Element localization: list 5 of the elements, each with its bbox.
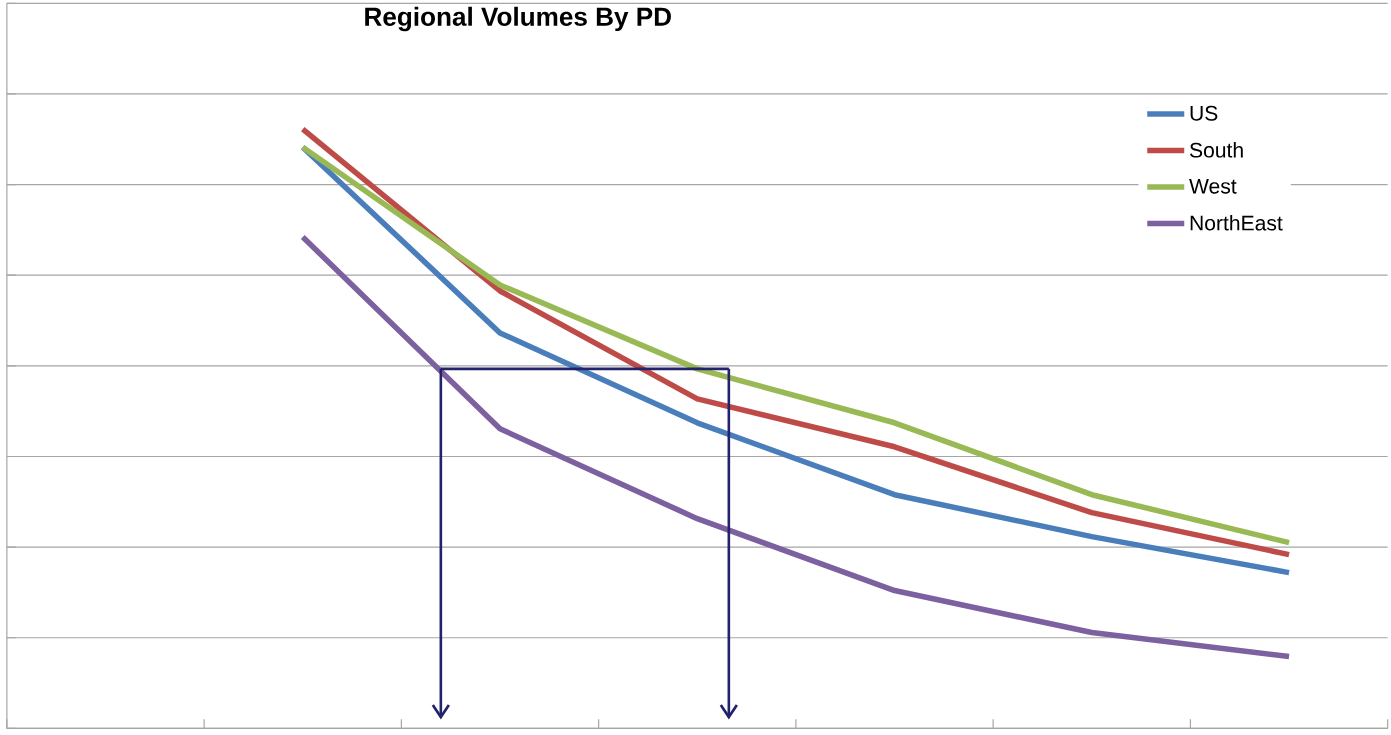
legend-label: NorthEast (1190, 214, 1283, 231)
legend-label: South (1189, 141, 1243, 158)
chart-title: Regional Volumes By PD (365, 6, 671, 32)
legend-label: West (1189, 178, 1237, 194)
legend-label: US (1190, 105, 1218, 121)
